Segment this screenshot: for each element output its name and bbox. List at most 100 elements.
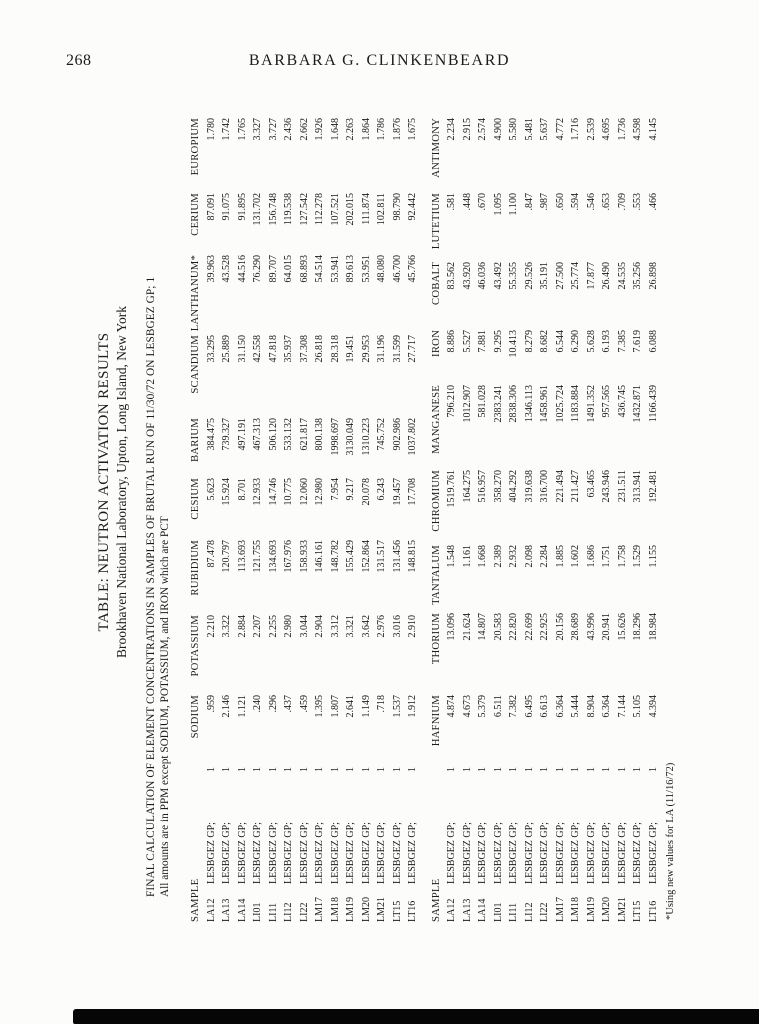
value-cell: 20.078 <box>360 478 372 506</box>
value-cell: 1.529 <box>632 545 643 568</box>
value-cell: 26.898 <box>647 262 659 290</box>
sample-code: LA14 <box>477 898 488 922</box>
sample-group: LESBGEZ GP; <box>236 822 248 884</box>
value-cell: 7.954 <box>329 478 341 501</box>
value-cell: 2.210 <box>205 615 217 638</box>
sample-run-number: 1 <box>616 767 628 772</box>
value-cell: 1.885 <box>554 545 566 568</box>
sample-run-number: 1 <box>205 767 217 772</box>
value-cell: 46.036 <box>477 262 488 290</box>
sample-cell: LM18 LESBGEZ GP; 1 <box>568 757 584 922</box>
value-cell: 12.933 <box>252 478 263 506</box>
value-cell: 54.514 <box>314 255 325 283</box>
sample-group: LESBGEZ GP; <box>314 822 325 884</box>
sample-group: LESBGEZ GP; <box>360 822 372 884</box>
value-cell: 12.980 <box>314 478 325 506</box>
value-cell: 21.624 <box>461 613 473 641</box>
value-cell: 1.149 <box>360 695 372 718</box>
value-cell: 35.937 <box>283 335 294 363</box>
value-cell: 516.957 <box>477 470 488 503</box>
column-header: CERIUM <box>189 193 201 236</box>
value-cell: 43.996 <box>585 613 597 641</box>
sample-run-number: 1 <box>283 767 294 772</box>
value-cell: .546 <box>585 193 597 211</box>
value-cell: 497.191 <box>236 418 248 451</box>
sample-cell: LI01 LESBGEZ GP; 1 <box>250 757 266 922</box>
value-cell: 43.920 <box>461 262 473 290</box>
value-cell: 29.953 <box>360 335 372 363</box>
sample-run-number: 1 <box>570 767 581 772</box>
value-cell: 22.820 <box>508 613 519 641</box>
column-header: SCANDIUM <box>189 335 201 394</box>
value-cell: 3.044 <box>298 615 310 638</box>
value-cell: 28.318 <box>329 335 341 363</box>
sample-cell: LT15 LESBGEZ GP; 1 <box>390 757 406 922</box>
sample-code: LT15 <box>632 900 643 922</box>
sample-run-number: 1 <box>360 767 372 772</box>
sample-code: LT15 <box>391 900 403 922</box>
value-cell: 384.475 <box>205 418 217 451</box>
value-cell: .670 <box>477 193 488 211</box>
value-cell: .987 <box>539 193 550 211</box>
value-cell: .594 <box>570 193 581 211</box>
table-row: LI12 LESBGEZ GP; 1 6.495 22.699 2.098 319.638 1… <box>522 118 538 922</box>
value-cell: 19.451 <box>345 335 356 363</box>
sample-cell: LI22 LESBGEZ GP; 1 <box>297 757 313 922</box>
value-cell: 3130.049 <box>345 418 356 456</box>
sample-cell: LM18 LESBGEZ GP; 1 <box>328 757 344 922</box>
value-cell: 316.700 <box>539 470 550 503</box>
table-row: LM18 LESBGEZ GP; 1 5.444 28.689 1.602 211.427 1… <box>568 118 584 922</box>
value-cell: 3.327 <box>252 118 263 141</box>
sample-code: LI11 <box>267 902 279 922</box>
sample-code: LT16 <box>647 900 659 922</box>
value-cell: 2.641 <box>345 695 356 718</box>
value-cell: 22.699 <box>523 613 535 641</box>
value-cell: 43.528 <box>221 255 232 283</box>
sample-code: LI01 <box>492 902 504 922</box>
value-cell: 436.745 <box>616 385 628 418</box>
value-cell: 33.295 <box>205 335 217 363</box>
sample-cell: LA12 LESBGEZ GP; 1 <box>444 757 460 922</box>
value-cell: 17.708 <box>407 478 418 506</box>
value-cell: 1.155 <box>647 545 659 568</box>
value-cell: 53.951 <box>360 255 372 283</box>
value-cell: 231.511 <box>616 470 628 503</box>
sample-group: LESBGEZ GP; <box>616 822 628 884</box>
value-cell: 739.327 <box>221 418 232 451</box>
value-cell: 1.668 <box>477 545 488 568</box>
sample-run-number: 1 <box>376 767 387 772</box>
column-header: EUROPIUM <box>189 118 201 176</box>
scan-artifact-bar <box>73 1009 759 1024</box>
table-note-units: All amounts are in PPM except SODIUM, PO… <box>159 516 171 897</box>
sample-group: LESBGEZ GP; <box>492 822 504 884</box>
value-cell: 1.807 <box>329 695 341 718</box>
sample-code: LA14 <box>236 898 248 922</box>
value-cell: 8.701 <box>236 478 248 501</box>
sample-cell: LI01 LESBGEZ GP; 1 <box>491 757 507 922</box>
table-row: LI11 LESBGEZ GP; 1 .296 2.255 134.693 14.746 50… <box>266 118 282 922</box>
value-cell: 6.544 <box>554 330 566 353</box>
value-cell: 8.886 <box>446 330 457 353</box>
sample-run-number: 1 <box>585 767 597 772</box>
value-cell: 5.527 <box>461 330 473 353</box>
sample-cell: LT15 LESBGEZ GP; 1 <box>630 757 646 922</box>
value-cell: 1.758 <box>616 545 628 568</box>
value-cell: 1.912 <box>407 695 418 718</box>
table-title: TABLE: NEUTRON ACTIVATION RESULTS <box>96 332 112 632</box>
value-cell: 7.382 <box>508 695 519 718</box>
value-cell: 1.100 <box>508 193 519 216</box>
sample-cell: LA14 LESBGEZ GP; 1 <box>475 757 491 922</box>
value-cell: 3.727 <box>267 118 279 141</box>
value-cell: .718 <box>376 695 387 713</box>
value-cell: 91.075 <box>221 193 232 221</box>
sample-cell: LA12 LESBGEZ GP; 1 <box>204 757 220 922</box>
value-cell: 9.217 <box>345 478 356 501</box>
value-cell: 2.255 <box>267 615 279 638</box>
value-cell: 2.284 <box>539 545 550 568</box>
value-cell: 5.379 <box>477 695 488 718</box>
value-cell: 6.613 <box>539 695 550 718</box>
value-cell: 87.478 <box>205 540 217 568</box>
sample-cell: LI12 LESBGEZ GP; 1 <box>281 757 297 922</box>
sample-group: LESBGEZ GP; <box>407 822 418 884</box>
value-cell: .240 <box>252 695 263 713</box>
